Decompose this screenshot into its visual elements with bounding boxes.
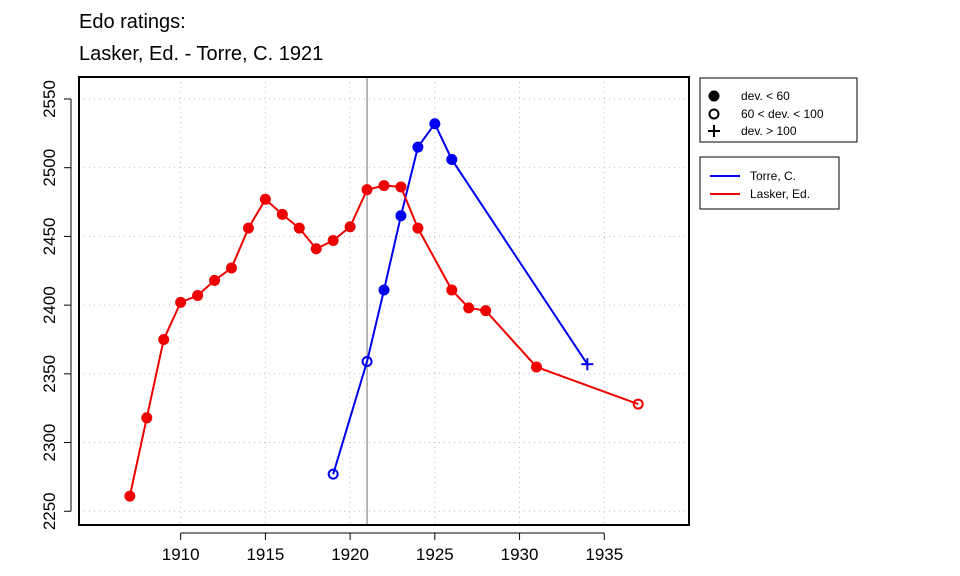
series-0-point-5	[429, 118, 441, 130]
series-1-point-2	[158, 333, 170, 345]
y-tick-label-1: 2300	[40, 424, 59, 462]
marker-legend-label-0: dev. < 60	[741, 89, 790, 103]
series-0-point-0	[327, 468, 339, 480]
x-tick-label-1: 1915	[246, 545, 284, 564]
series-1-point-21	[531, 361, 542, 373]
plot-frame	[78, 76, 690, 526]
series-1-point-16	[395, 181, 407, 193]
series-1-point-0	[124, 490, 136, 502]
x-tick-label-5: 1935	[585, 545, 623, 564]
series-1-point-12	[327, 235, 339, 247]
y-tick-label-0: 2250	[40, 492, 59, 530]
series-1-point-17	[412, 222, 424, 234]
series-0-point-2	[378, 284, 390, 296]
series-1-point-5	[209, 274, 221, 286]
series-0-point-6	[446, 153, 458, 165]
y-axis: 2250 2300 2350 2400 2450 2500 2550	[40, 80, 72, 530]
chart-title-line-1: Edo ratings:	[79, 11, 186, 33]
series-1-point-19	[463, 302, 475, 314]
series-0-point-7	[581, 358, 594, 371]
series-0-point-4	[412, 141, 424, 153]
series-legend: Torre, C. Lasker, Ed.	[699, 156, 840, 210]
series-legend-label-0: Torre, C.	[750, 169, 796, 183]
marker-legend-symbol-1	[708, 108, 720, 120]
y-tick-label-3: 2400	[40, 286, 59, 324]
series-1-point-13	[344, 221, 356, 233]
marker-legend-box	[699, 77, 858, 143]
series-legend-box	[699, 156, 840, 210]
series-1-point-15	[378, 180, 390, 192]
series-1-point-1	[141, 412, 153, 424]
y-tick-label-2: 2350	[40, 355, 59, 393]
series-1	[124, 180, 644, 502]
series-1-point-8	[259, 193, 271, 205]
x-tick-label-2: 1920	[331, 545, 369, 564]
marker-legend: dev. < 60 60 < dev. < 100 dev. > 100	[699, 77, 858, 143]
series-1-point-10	[293, 222, 305, 234]
series-0	[327, 118, 594, 480]
series-1-point-9	[276, 208, 288, 220]
series-0-point-3	[395, 210, 407, 222]
series-line-1	[128, 184, 639, 497]
chart-title-line-2: Lasker, Ed. - Torre, C. 1921	[79, 43, 323, 65]
series-1-point-22	[632, 398, 644, 410]
series-layer	[124, 118, 644, 502]
series-1-point-18	[446, 284, 458, 296]
series-1-point-11	[310, 243, 322, 255]
marker-legend-symbol-2	[708, 125, 720, 137]
x-axis: 1910 1915 1920 1925 1930 1935	[162, 532, 623, 564]
series-0-point-1	[361, 355, 373, 367]
series-1-point-3	[175, 296, 187, 308]
series-1-point-20	[480, 305, 492, 317]
series-legend-label-1: Lasker, Ed.	[750, 187, 810, 201]
marker-legend-symbol-0	[708, 90, 720, 102]
y-tick-label-6: 2550	[40, 80, 59, 118]
x-tick-label-4: 1930	[501, 545, 539, 564]
marker-legend-label-2: dev. > 100	[741, 124, 797, 138]
series-line-0	[332, 121, 589, 475]
x-tick-label-3: 1925	[416, 545, 454, 564]
series-1-point-14	[361, 184, 373, 196]
y-tick-label-4: 2450	[40, 217, 59, 255]
series-1-point-4	[192, 290, 204, 302]
series-1-point-6	[226, 262, 237, 274]
marker-legend-label-1: 60 < dev. < 100	[741, 107, 824, 121]
grid	[79, 77, 689, 525]
series-1-point-7	[242, 222, 254, 234]
x-tick-label-0: 1910	[162, 545, 200, 564]
y-tick-label-5: 2500	[40, 149, 59, 187]
